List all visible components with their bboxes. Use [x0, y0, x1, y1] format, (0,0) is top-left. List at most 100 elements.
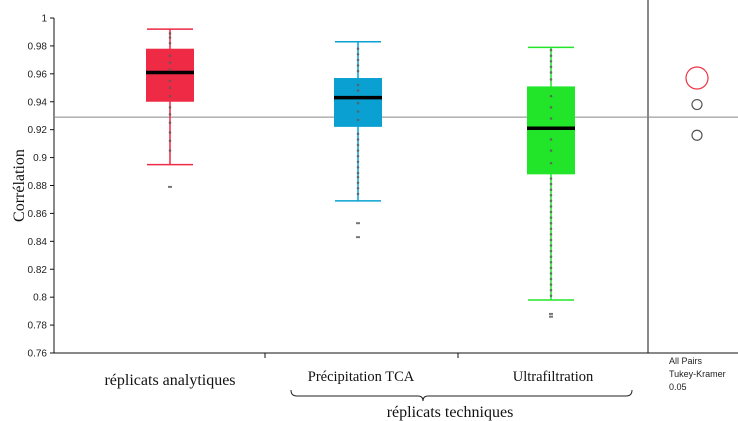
- y-tick-label: 0.94: [28, 97, 48, 108]
- data-point: [356, 89, 360, 92]
- data-point: [356, 149, 360, 152]
- data-point: [168, 79, 172, 83]
- y-tick-label: 0.88: [28, 181, 48, 192]
- data-point: [549, 288, 553, 292]
- data-point: [356, 52, 360, 56]
- y-tick-label: 0.76: [28, 349, 48, 360]
- data-point: [356, 47, 360, 51]
- box-group: [334, 40, 382, 239]
- data-point: [549, 255, 553, 258]
- group-label: réplicats techniques: [387, 404, 514, 421]
- data-point: [356, 166, 360, 169]
- data-point: [356, 175, 360, 179]
- data-point: [356, 171, 360, 175]
- data-point: [356, 192, 360, 196]
- data-point: [356, 64, 360, 67]
- comparison-circle: [691, 98, 703, 111]
- comparison-circle: [685, 66, 709, 90]
- data-point: [168, 106, 172, 109]
- box-iqr: [146, 48, 194, 102]
- data-point: [356, 154, 360, 158]
- data-point: [549, 199, 553, 203]
- data-point: [356, 118, 360, 122]
- data-point: [549, 244, 553, 247]
- category-label: réplicats analytiques: [104, 372, 235, 389]
- data-point: [356, 186, 360, 190]
- y-tick-label: 0.84: [28, 237, 48, 248]
- data-point: [168, 149, 172, 152]
- data-point: [356, 143, 360, 147]
- y-tick-label: 0.78: [28, 321, 48, 332]
- side-panel-label: 0.05: [669, 382, 687, 392]
- data-point: [549, 277, 553, 281]
- data-point: [549, 227, 553, 231]
- outlier-point: [549, 315, 553, 318]
- y-tick-label: 0.82: [28, 265, 48, 276]
- box-group: [146, 28, 194, 188]
- data-point: [549, 117, 553, 120]
- data-point: [168, 131, 172, 134]
- data-point: [549, 188, 553, 191]
- group-bracket: [290, 389, 633, 402]
- data-point: [168, 68, 172, 71]
- data-point: [549, 272, 553, 275]
- data-point: [356, 160, 360, 164]
- data-point: [168, 121, 172, 124]
- data-point: [549, 71, 553, 74]
- data-point: [549, 149, 553, 152]
- data-point: [549, 161, 553, 165]
- data-point: [549, 221, 553, 225]
- data-point: [549, 216, 553, 219]
- data-point: [168, 139, 172, 143]
- data-point: [549, 294, 553, 298]
- data-point: [549, 78, 553, 81]
- data-point: [549, 233, 553, 236]
- comparison-circle: [691, 129, 703, 141]
- data-point: [549, 106, 553, 109]
- y-axis-title: Corrélation: [11, 149, 28, 222]
- data-point: [549, 249, 553, 253]
- y-tick-label: 0.9: [33, 153, 47, 164]
- data-point: [549, 193, 553, 197]
- data-point: [549, 177, 553, 180]
- data-point: [356, 83, 360, 87]
- data-point: [168, 86, 172, 90]
- data-point: [168, 113, 172, 116]
- data-point: [549, 205, 553, 208]
- data-point: [356, 101, 360, 105]
- y-tick-label: 0.96: [28, 69, 48, 80]
- side-panel-label: All Pairs: [669, 356, 703, 366]
- box-iqr: [527, 86, 575, 175]
- data-point: [549, 260, 553, 264]
- data-point: [549, 48, 553, 52]
- data-point: [549, 283, 553, 286]
- category-label: Précipitation TCA: [308, 369, 415, 385]
- data-point: [168, 41, 172, 45]
- side-panel-label: Tukey-Kramer: [669, 369, 726, 379]
- data-point: [549, 54, 553, 57]
- outlier-point: [168, 185, 172, 188]
- box-group: [527, 46, 575, 318]
- outlier-point: [356, 236, 360, 239]
- data-point: [168, 61, 172, 64]
- y-tick-label: 0.8: [33, 293, 47, 304]
- y-tick-label: 0.98: [28, 41, 48, 52]
- data-point: [549, 266, 553, 270]
- data-point: [356, 132, 360, 136]
- data-point: [549, 94, 553, 98]
- data-point: [168, 32, 172, 35]
- data-point: [168, 54, 172, 57]
- y-tick-label: 0.86: [28, 209, 48, 220]
- data-point: [549, 59, 553, 63]
- category-label: Ultrafiltration: [513, 369, 594, 385]
- data-point: [356, 181, 360, 185]
- data-point: [549, 238, 553, 242]
- data-point: [549, 138, 553, 141]
- data-point: [356, 69, 360, 73]
- data-point: [168, 94, 172, 98]
- y-tick-label: 0.92: [28, 125, 48, 136]
- data-point: [356, 110, 360, 113]
- data-point: [549, 210, 553, 214]
- data-point: [356, 138, 360, 141]
